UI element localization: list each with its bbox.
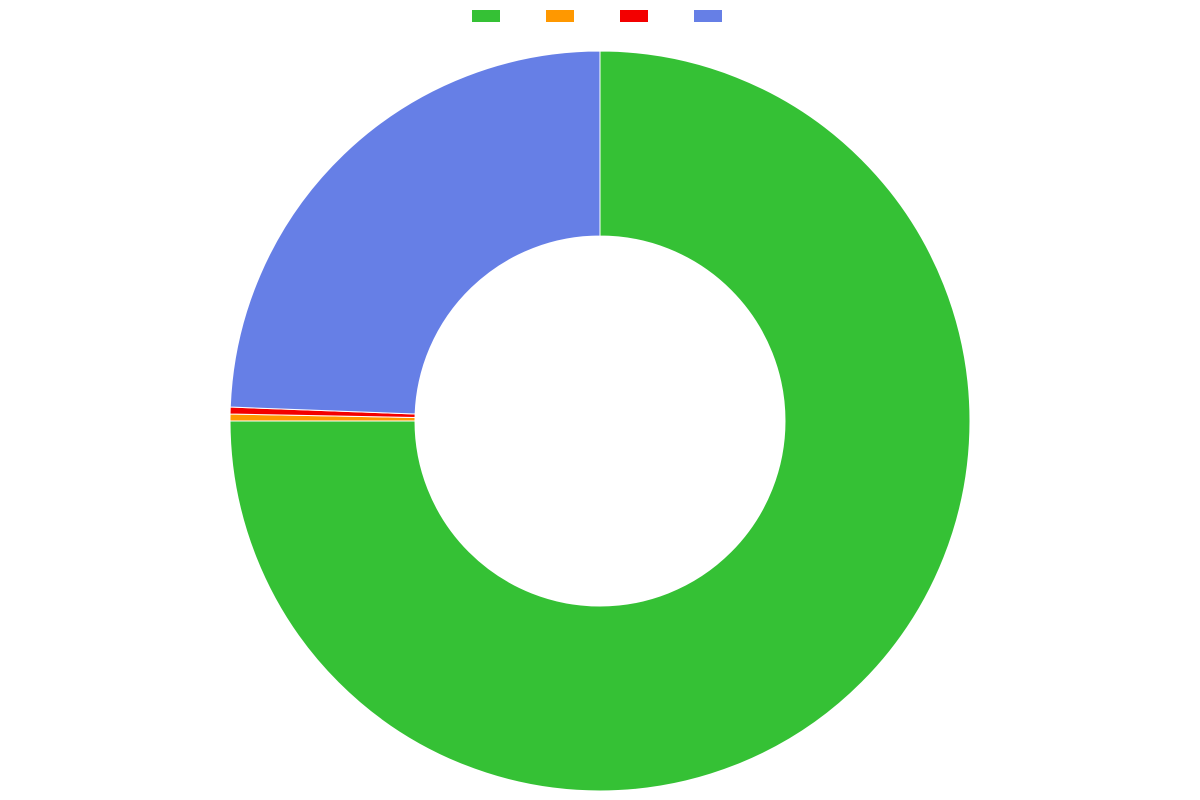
legend-item-0[interactable] xyxy=(472,10,506,22)
legend-item-2[interactable] xyxy=(620,10,654,22)
legend-item-3[interactable] xyxy=(694,10,728,22)
legend-swatch-1 xyxy=(546,10,574,22)
donut-chart-container xyxy=(0,26,1200,796)
legend-swatch-3 xyxy=(694,10,722,22)
donut-slice-3[interactable] xyxy=(230,51,600,414)
legend-swatch-2 xyxy=(620,10,648,22)
donut-chart xyxy=(0,26,1200,796)
legend-item-1[interactable] xyxy=(546,10,580,22)
legend xyxy=(0,0,1200,26)
legend-swatch-0 xyxy=(472,10,500,22)
